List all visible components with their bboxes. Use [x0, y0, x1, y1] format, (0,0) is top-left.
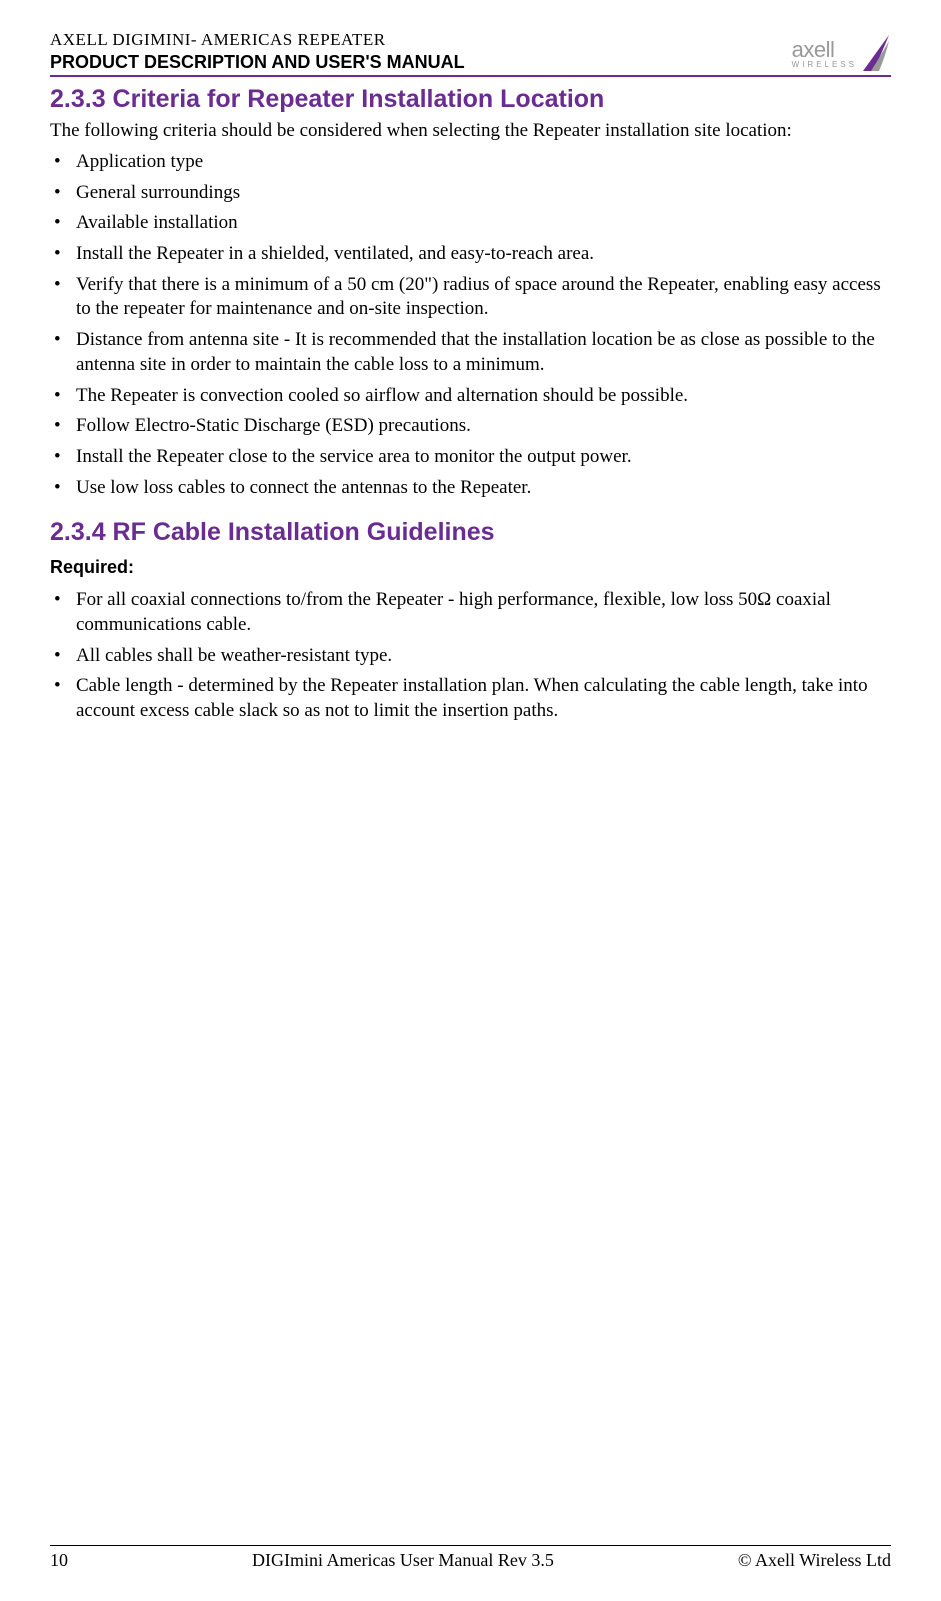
- page-footer: 10 DIGImini Americas User Manual Rev 3.5…: [50, 1545, 891, 1571]
- list-item: Application type: [50, 150, 891, 175]
- list-item: Available installation: [50, 211, 891, 236]
- page-header: AXELL DIGIMINI- AMERICAS REPEATER PRODUC…: [50, 30, 891, 77]
- section-heading-233: 2.3.3 Criteria for Repeater Installation…: [50, 85, 891, 114]
- list-item: Distance from antenna site - It is recom…: [50, 328, 891, 377]
- header-left: AXELL DIGIMINI- AMERICAS REPEATER PRODUC…: [50, 30, 792, 73]
- axell-logo-icon: [861, 33, 891, 73]
- footer-copyright: © Axell Wireless Ltd: [738, 1550, 891, 1571]
- section2-subheading: Required:: [50, 557, 891, 578]
- list-item: General surroundings: [50, 181, 891, 206]
- list-item: The Repeater is convection cooled so air…: [50, 384, 891, 409]
- logo-text-block: axell WIRELESS: [792, 37, 857, 69]
- manual-title: PRODUCT DESCRIPTION AND USER'S MANUAL: [50, 52, 792, 73]
- company-logo: axell WIRELESS: [792, 33, 891, 73]
- footer-page-number: 10: [50, 1550, 68, 1571]
- footer-center: DIGImini Americas User Manual Rev 3.5: [252, 1550, 554, 1571]
- section2-list: For all coaxial connections to/from the …: [50, 588, 891, 723]
- section1-list: Application type General surroundings Av…: [50, 150, 891, 500]
- list-item: All cables shall be weather-resistant ty…: [50, 644, 891, 669]
- list-item: Verify that there is a minimum of a 50 c…: [50, 273, 891, 322]
- section-heading-234: 2.3.4 RF Cable Installation Guidelines: [50, 518, 891, 547]
- list-item: Use low loss cables to connect the anten…: [50, 476, 891, 501]
- logo-text: axell: [792, 37, 835, 62]
- section1-intro: The following criteria should be conside…: [50, 120, 891, 142]
- list-item: Cable length - determined by the Repeate…: [50, 674, 891, 723]
- list-item: Install the Repeater close to the servic…: [50, 445, 891, 470]
- list-item: Follow Electro-Static Discharge (ESD) pr…: [50, 414, 891, 439]
- list-item: For all coaxial connections to/from the …: [50, 588, 891, 637]
- list-item: Install the Repeater in a shielded, vent…: [50, 242, 891, 267]
- logo-subtext: WIRELESS: [792, 60, 857, 69]
- product-line: AXELL DIGIMINI- AMERICAS REPEATER: [50, 30, 792, 50]
